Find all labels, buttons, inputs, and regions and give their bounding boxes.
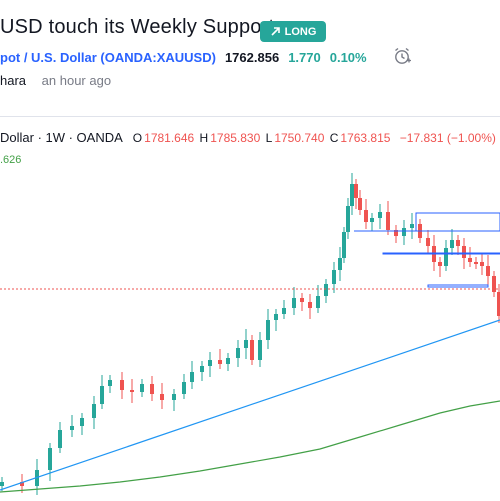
long-badge: LONG: [260, 21, 326, 42]
candle-body: [266, 320, 270, 340]
candle-body: [172, 394, 176, 400]
support-box-2: [382, 252, 500, 255]
candle-body: [236, 348, 240, 358]
candle-body: [338, 258, 342, 270]
symbol-change: 1.770: [288, 49, 321, 65]
candle-body: [354, 184, 358, 198]
symbol-row: pot / U.S. Dollar (OANDA:XAUUSD) 1762.85…: [0, 48, 367, 66]
candle-body: [386, 212, 390, 230]
add-alert-icon[interactable]: [392, 46, 412, 66]
candle-body: [120, 380, 124, 390]
candle-body: [308, 302, 312, 308]
author-name[interactable]: hara: [0, 73, 27, 88]
ma-indicator-value: .626: [0, 154, 22, 166]
trendline: [0, 319, 500, 491]
post-time: an hour ago: [41, 73, 112, 88]
symbol-change-percent: 0.10%: [329, 49, 367, 65]
candle-body: [492, 276, 496, 292]
candle-body: [190, 372, 194, 382]
candle-body: [410, 224, 414, 228]
candle-body: [346, 206, 350, 232]
candle-body: [250, 340, 254, 360]
low-key: L: [265, 131, 273, 145]
candle-body: [468, 258, 472, 262]
candle-body: [20, 482, 24, 486]
close-value: 1763.815: [340, 131, 391, 145]
candle-body: [258, 340, 262, 360]
chart-legend: Dollar · 1W · OANDA O 1781.646 H 1785.830 …: [0, 130, 496, 145]
candle-body: [358, 198, 362, 210]
candle-body: [450, 240, 454, 248]
open-value: 1781.646: [144, 131, 195, 145]
legend-symbol[interactable]: Dollar · 1W · OANDA: [0, 130, 123, 145]
candle-body: [486, 266, 490, 276]
candle-body: [332, 270, 336, 284]
candle-body: [200, 366, 204, 372]
candle-body: [92, 404, 96, 418]
candle-body: [182, 382, 186, 394]
candle-body: [462, 246, 466, 258]
candle-body: [497, 292, 500, 316]
support-box-3: [427, 284, 489, 288]
open-key: O: [132, 131, 143, 145]
candle-body: [394, 230, 398, 236]
trend-up-arrow-icon: [271, 27, 280, 36]
high-value: 1785.830: [210, 131, 261, 145]
candle-body: [160, 394, 164, 400]
candle-body: [282, 308, 286, 314]
candle-body: [438, 262, 442, 266]
candle-body: [364, 210, 368, 222]
author-row: hara an hour ago: [0, 73, 111, 88]
candle-body: [316, 296, 320, 308]
candle-body: [244, 340, 248, 348]
candle-body: [108, 380, 112, 386]
candle-body: [292, 298, 296, 308]
candle-body: [150, 384, 154, 394]
candle-body: [342, 232, 346, 258]
support-box-1: [415, 212, 500, 232]
candle-body: [58, 430, 62, 448]
candle-body: [70, 426, 74, 430]
candle-body: [130, 390, 134, 392]
price-chart[interactable]: [0, 116, 500, 500]
high-key: H: [199, 131, 209, 145]
candle-body: [80, 418, 84, 426]
moving-average-line: [0, 400, 500, 493]
long-badge-label: LONG: [284, 25, 317, 38]
candle-body: [402, 228, 406, 236]
candle-body: [218, 360, 222, 364]
candle-body: [426, 238, 430, 246]
candle-body: [324, 284, 328, 296]
candle-body: [370, 218, 374, 222]
candle-body: [48, 448, 52, 470]
candle-body: [140, 384, 144, 392]
candle-body: [456, 240, 460, 246]
chart-area[interactable]: [0, 116, 500, 501]
ohlc-values: O 1781.646 H 1785.830 L 1750.740 C 1763.815 …: [133, 131, 496, 145]
candle-body: [100, 386, 104, 404]
idea-title: USD touch its Weekly Support: [0, 16, 275, 38]
low-value: 1750.740: [274, 131, 325, 145]
candle-body: [444, 248, 448, 266]
symbol-price: 1762.856: [224, 49, 280, 65]
candle-body: [480, 262, 484, 266]
change-value: −17.831 (−1.00%): [399, 131, 496, 145]
candle-body: [378, 212, 382, 218]
close-key: C: [329, 131, 339, 145]
candle-body: [350, 184, 354, 206]
symbol-link[interactable]: pot / U.S. Dollar (OANDA:XAUUSD): [0, 49, 216, 65]
candle-body: [208, 360, 212, 366]
candle-body: [226, 358, 230, 364]
support-boxes: [354, 212, 500, 288]
candle-body: [0, 482, 4, 486]
candle-body: [274, 314, 278, 320]
candle-body: [474, 262, 478, 264]
candle-body: [300, 298, 304, 302]
candles: [0, 173, 500, 495]
